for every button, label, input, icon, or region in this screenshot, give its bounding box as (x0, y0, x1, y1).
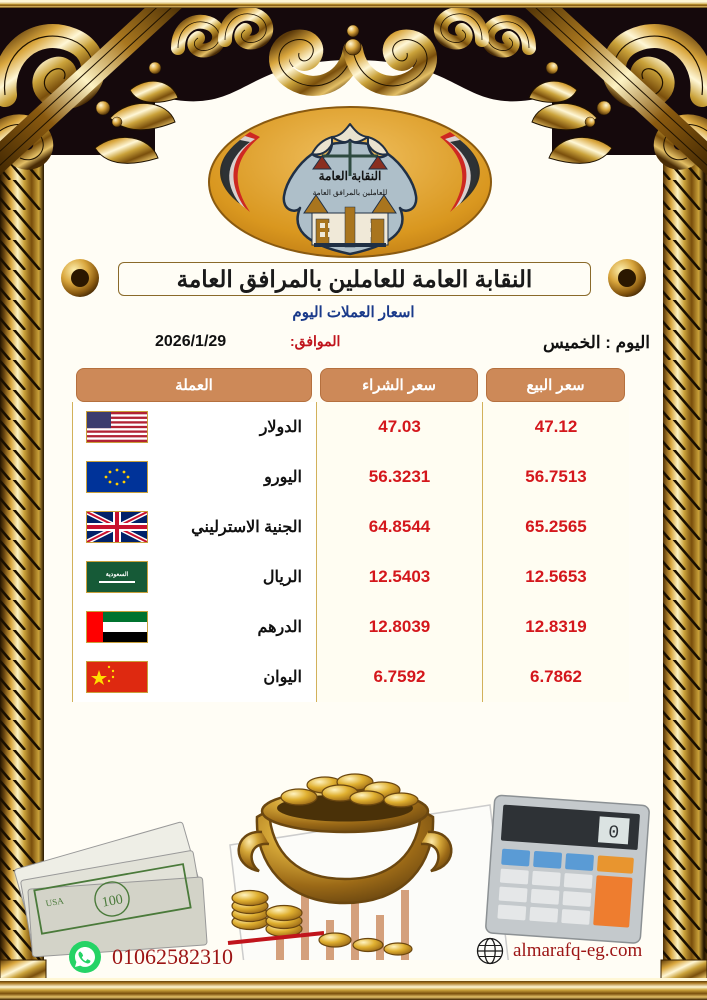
svg-text:السعودية: السعودية (106, 571, 129, 578)
svg-text:0: 0 (608, 823, 620, 844)
svg-text:للعاملين بالمرافق العامة: للعاملين بالمرافق العامة (313, 188, 388, 197)
svg-text:النقابة العامة: النقابة العامة (319, 169, 382, 183)
